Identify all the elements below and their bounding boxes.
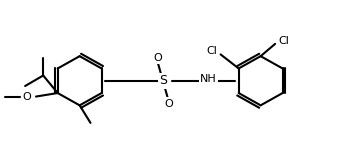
Text: S: S xyxy=(159,74,167,87)
Text: O: O xyxy=(164,99,173,109)
Text: O: O xyxy=(22,91,31,102)
Text: Cl: Cl xyxy=(206,46,217,56)
Text: Cl: Cl xyxy=(279,36,290,46)
Text: O: O xyxy=(153,53,162,63)
Text: NH: NH xyxy=(200,74,216,84)
